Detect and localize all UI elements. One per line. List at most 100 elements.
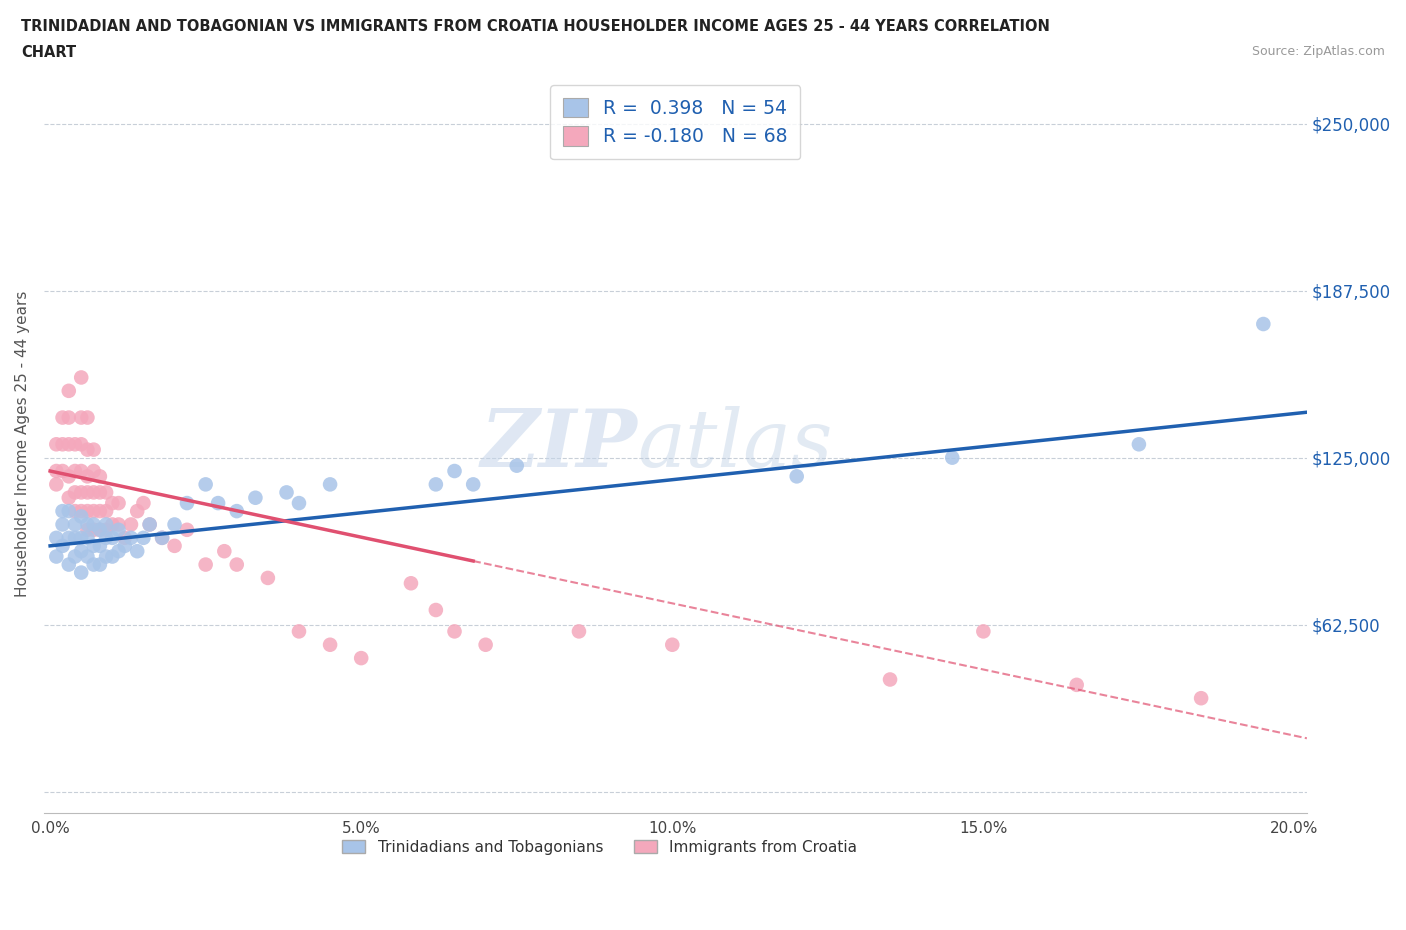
Point <box>63 504 86 519</box>
Point <box>83 463 105 478</box>
Point <box>45 437 67 452</box>
Point <box>94 549 117 564</box>
Point <box>1253 316 1275 331</box>
Point <box>474 637 496 652</box>
Point <box>70 485 93 499</box>
Point <box>1066 677 1088 692</box>
Point <box>94 523 117 538</box>
Point <box>63 530 86 545</box>
Point <box>225 504 247 519</box>
Point <box>786 469 808 484</box>
Point <box>506 458 529 473</box>
Point <box>45 477 67 492</box>
Point <box>89 523 111 538</box>
Point <box>76 410 98 425</box>
Point <box>70 370 93 385</box>
Point <box>63 485 86 499</box>
Point <box>51 517 73 532</box>
Point <box>107 523 129 538</box>
Point <box>89 485 111 499</box>
Point <box>941 450 963 465</box>
Point <box>63 517 86 532</box>
Point <box>63 437 86 452</box>
Point <box>1189 691 1212 706</box>
Text: CHART: CHART <box>21 45 76 60</box>
Point <box>176 523 198 538</box>
Point <box>83 538 105 553</box>
Point <box>132 496 155 511</box>
Text: atlas: atlas <box>637 405 832 483</box>
Point <box>319 637 342 652</box>
Point <box>51 504 73 519</box>
Point <box>76 530 98 545</box>
Point <box>425 477 447 492</box>
Point <box>150 530 173 545</box>
Point <box>76 517 98 532</box>
Point <box>83 504 105 519</box>
Point <box>399 576 422 591</box>
Point <box>176 496 198 511</box>
Point <box>257 570 280 585</box>
Point <box>89 469 111 484</box>
Text: TRINIDADIAN AND TOBAGONIAN VS IMMIGRANTS FROM CROATIA HOUSEHOLDER INCOME AGES 25: TRINIDADIAN AND TOBAGONIAN VS IMMIGRANTS… <box>21 19 1050 33</box>
Point <box>661 637 683 652</box>
Point <box>58 504 80 519</box>
Point <box>127 504 149 519</box>
Point <box>76 485 98 499</box>
Point <box>89 504 111 519</box>
Point <box>45 463 67 478</box>
Point <box>89 538 111 553</box>
Point <box>288 496 311 511</box>
Point <box>70 565 93 580</box>
Point <box>163 538 186 553</box>
Point <box>70 504 93 519</box>
Legend: Trinidadians and Tobagonians, Immigrants from Croatia: Trinidadians and Tobagonians, Immigrants… <box>336 833 863 861</box>
Point <box>76 442 98 457</box>
Point <box>58 383 80 398</box>
Point <box>443 624 465 639</box>
Point <box>127 544 149 559</box>
Point <box>70 530 93 545</box>
Point <box>76 504 98 519</box>
Point <box>45 549 67 564</box>
Point <box>51 463 73 478</box>
Point <box>194 557 217 572</box>
Point <box>276 485 298 499</box>
Point <box>443 463 465 478</box>
Y-axis label: Householder Income Ages 25 - 44 years: Householder Income Ages 25 - 44 years <box>15 291 30 597</box>
Point <box>83 485 105 499</box>
Text: ZIP: ZIP <box>481 405 637 483</box>
Point <box>83 557 105 572</box>
Point <box>51 410 73 425</box>
Point <box>89 557 111 572</box>
Point <box>70 463 93 478</box>
Point <box>101 517 124 532</box>
Point <box>350 651 373 666</box>
Point <box>94 530 117 545</box>
Point <box>114 538 136 553</box>
Point <box>207 496 229 511</box>
Point <box>138 517 160 532</box>
Point <box>94 485 117 499</box>
Point <box>101 496 124 511</box>
Point <box>45 530 67 545</box>
Point <box>58 490 80 505</box>
Point <box>83 517 105 532</box>
Point <box>94 517 117 532</box>
Point <box>76 523 98 538</box>
Point <box>972 624 994 639</box>
Text: Source: ZipAtlas.com: Source: ZipAtlas.com <box>1251 45 1385 58</box>
Point <box>58 437 80 452</box>
Point <box>132 530 155 545</box>
Point <box>879 672 901 687</box>
Point <box>120 517 142 532</box>
Point <box>58 530 80 545</box>
Point <box>319 477 342 492</box>
Point <box>63 463 86 478</box>
Point <box>76 549 98 564</box>
Point <box>70 437 93 452</box>
Point <box>51 437 73 452</box>
Point <box>568 624 591 639</box>
Point <box>463 477 485 492</box>
Point <box>288 624 311 639</box>
